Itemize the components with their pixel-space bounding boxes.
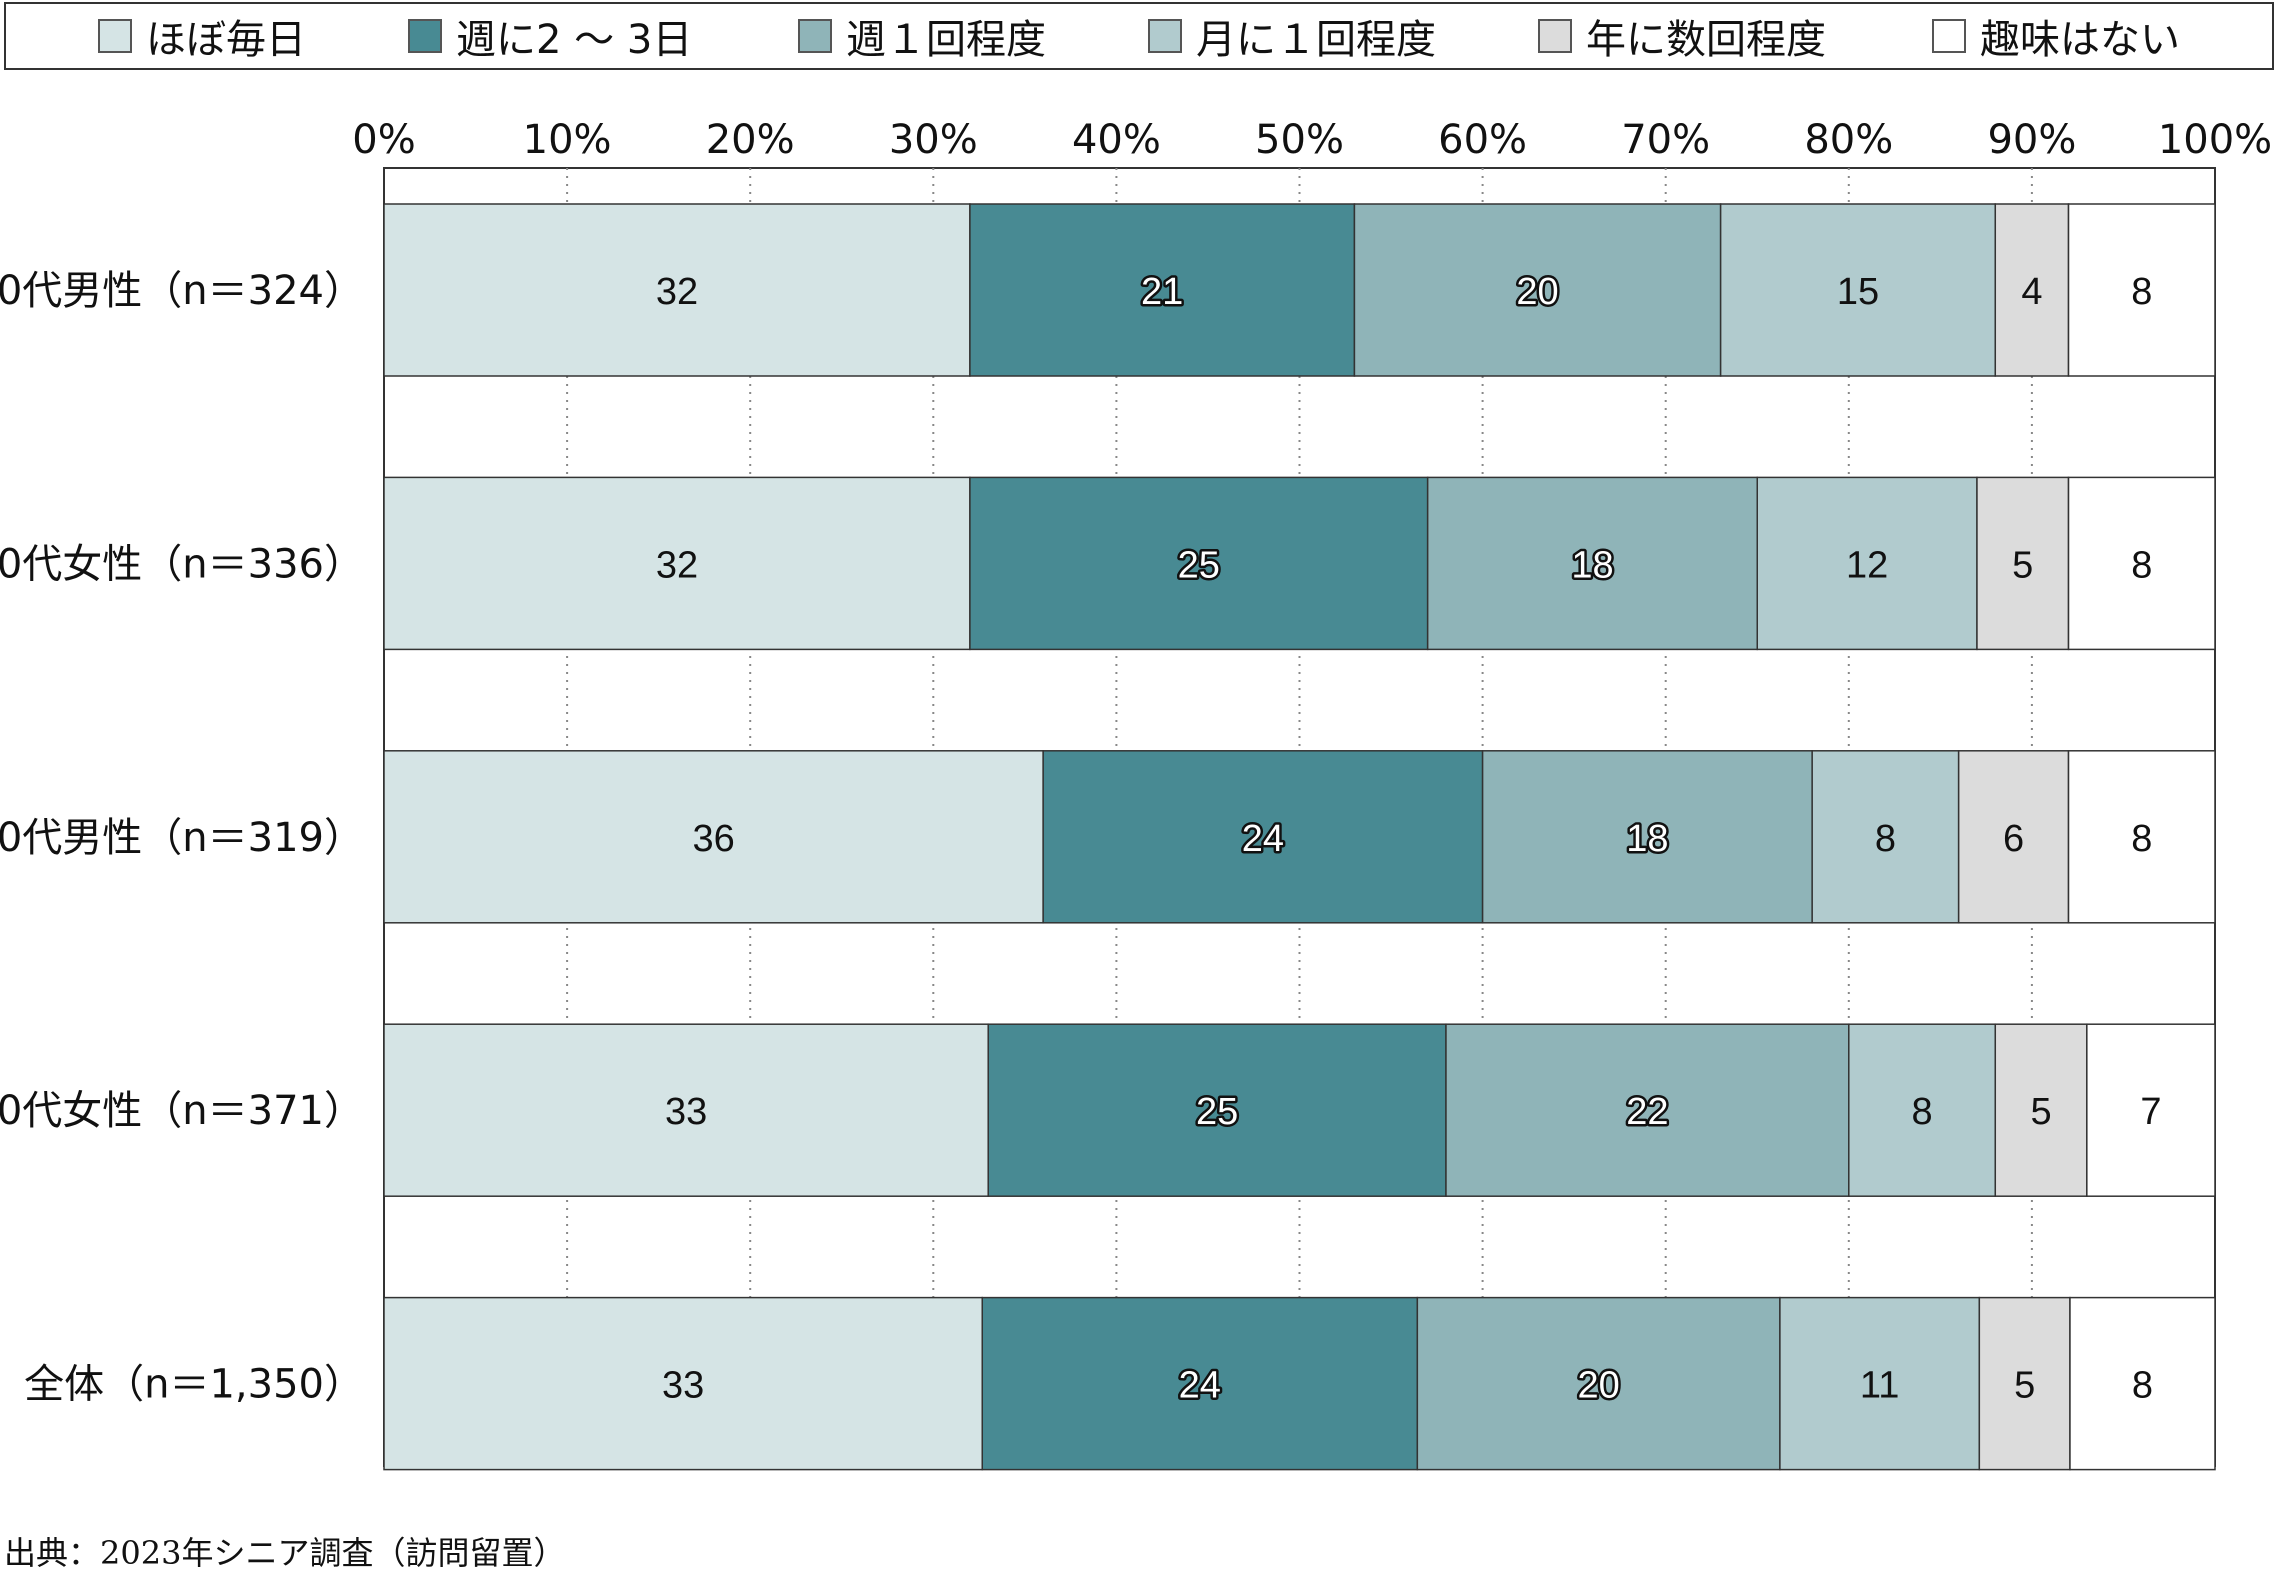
data-label: 8 (1911, 1091, 1932, 1133)
legend-swatch (408, 19, 442, 53)
data-label: 8 (2132, 1365, 2153, 1407)
data-label: 21 (1141, 271, 1183, 313)
stacked-bar-chart: 0% 10% 20% 30% 40% 50% 60% 70% 80% 90% 100% 32 21 20 1… (0, 117, 2272, 1471)
bar-segment (1042, 750, 1484, 924)
x-tick-label: 90% (1987, 117, 2076, 163)
bar-segment (2069, 1296, 2216, 1471)
bar-segment (1976, 476, 2070, 651)
legend-label: 週に2 ～ 3日 (456, 17, 693, 63)
category-label: 70代女性（n＝371） (0, 1088, 364, 1134)
bar-segment (1994, 203, 2070, 377)
bar-segment (1811, 750, 1960, 924)
data-label: 18 (1626, 818, 1668, 860)
category-label: 60代男性（n＝324） (0, 268, 364, 314)
x-tick-label: 40% (1072, 117, 1161, 163)
legend-swatch (1148, 19, 1182, 53)
legend-label: 年に数回程度 (1586, 17, 1826, 63)
x-tick-label: 60% (1438, 117, 1527, 163)
bar-segment (1719, 203, 1997, 377)
bar-segment (981, 1296, 1419, 1471)
bar-segment (383, 1296, 983, 1471)
legend-item-monthly: 月に１回程度 (1148, 4, 1436, 68)
bar-segment (1481, 750, 1813, 924)
bar-segment (1445, 1023, 1850, 1197)
legend-swatch (798, 19, 832, 53)
data-label: 20 (1516, 271, 1558, 313)
bar-segment (1353, 203, 1722, 377)
data-label: 25 (1196, 1091, 1238, 1133)
data-label: 5 (2030, 1091, 2051, 1133)
legend-label: 趣味はない (1980, 17, 2180, 63)
x-tick-label: 0% (352, 117, 415, 163)
bar-segment (1994, 1023, 2088, 1197)
data-label: 24 (1242, 818, 1284, 860)
legend-item-2-3-per-week: 週に2 ～ 3日 (408, 4, 692, 68)
bar-segment (2086, 1023, 2216, 1197)
x-tick-label: 80% (1804, 117, 1893, 163)
legend-label: 週１回程度 (846, 17, 1046, 63)
bar-segment (383, 476, 971, 651)
data-label: 15 (1837, 271, 1879, 313)
legend-swatch (1932, 19, 1966, 53)
data-label: 7 (2140, 1091, 2161, 1133)
legend-item-no-hobby: 趣味はない (1932, 4, 2180, 68)
legend: ほぼ毎日 週に2 ～ 3日 週１回程度 月に１回程度 年に数回程度 趣味はない (4, 2, 2274, 70)
bar-segment (2067, 750, 2216, 924)
legend-item-weekly: 週１回程度 (798, 4, 1046, 68)
bar-segment (383, 750, 1044, 924)
data-label: 33 (662, 1365, 704, 1407)
data-label: 32 (656, 271, 698, 313)
data-label: 32 (656, 544, 698, 586)
bar-segment (1779, 1296, 1981, 1471)
bar-segment (969, 476, 1429, 651)
x-tick-label: 10% (523, 117, 612, 163)
legend-label: 月に１回程度 (1196, 17, 1436, 63)
legend-swatch (1538, 19, 1572, 53)
data-label: 5 (2012, 544, 2033, 586)
x-tick-label: 30% (889, 117, 978, 163)
data-label: 25 (1178, 544, 1220, 586)
legend-label: ほぼ毎日 (146, 17, 306, 63)
bar-segment (383, 1023, 989, 1197)
bar-segment (969, 203, 1356, 377)
category-label: 60代女性（n＝336） (0, 541, 364, 587)
x-tick-label: 100% (2158, 117, 2272, 163)
legend-item-few-per-year: 年に数回程度 (1538, 4, 1826, 68)
bar-segment (1756, 476, 1978, 651)
legend-swatch (98, 19, 132, 53)
bar-segment (1978, 1296, 2071, 1471)
data-label: 22 (1626, 1091, 1668, 1133)
bar-segment (2067, 203, 2216, 377)
data-label: 6 (2003, 818, 2024, 860)
data-label: 8 (2131, 544, 2152, 586)
data-label: 8 (1875, 818, 1896, 860)
bar-segment (1416, 1296, 1781, 1471)
x-tick-label: 70% (1621, 117, 1710, 163)
x-tick-label: 50% (1255, 117, 1344, 163)
data-label: 4 (2021, 271, 2042, 313)
data-label: 5 (2014, 1365, 2035, 1407)
data-label: 36 (692, 818, 734, 860)
data-label: 12 (1846, 544, 1888, 586)
bar-segment (987, 1023, 1447, 1197)
data-label: 18 (1571, 544, 1613, 586)
data-label: 11 (1860, 1365, 1899, 1407)
bar-segment (2067, 476, 2216, 651)
bar-segment (383, 203, 971, 377)
category-label: 全体（n＝1,350） (24, 1362, 364, 1408)
source-note: 出典：2023年シニア調査（訪問留置） (4, 1534, 566, 1572)
x-tick-label: 20% (706, 117, 795, 163)
data-label: 8 (2131, 818, 2152, 860)
data-label: 33 (665, 1091, 707, 1133)
data-label: 24 (1179, 1365, 1221, 1407)
bar-segment (1426, 476, 1759, 651)
legend-item-daily: ほぼ毎日 (98, 4, 306, 68)
bar-segment (1848, 1023, 1997, 1197)
category-label: 70代男性（n＝319） (0, 815, 364, 861)
data-label: 8 (2131, 271, 2152, 313)
data-label: 20 (1577, 1365, 1619, 1407)
